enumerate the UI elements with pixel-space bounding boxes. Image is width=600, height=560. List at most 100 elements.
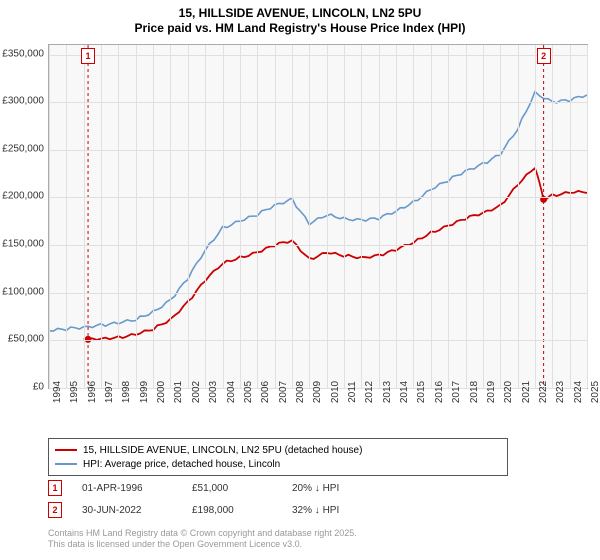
- gridline-vertical: [327, 45, 328, 388]
- y-axis-label: £350,000: [2, 48, 44, 59]
- y-axis-label: £0: [33, 382, 44, 393]
- x-axis-label: 2002: [191, 381, 202, 403]
- gridline-vertical: [292, 45, 293, 388]
- gridline-horizontal: [49, 245, 587, 246]
- gridline-horizontal: [49, 197, 587, 198]
- gridline-horizontal: [49, 55, 587, 56]
- gridline-vertical: [118, 45, 119, 388]
- transaction-date: 30-JUN-2022: [82, 505, 172, 516]
- gridline-vertical: [275, 45, 276, 388]
- x-axis-label: 2006: [260, 381, 271, 403]
- gridline-vertical: [205, 45, 206, 388]
- transaction-pct: 32% ↓ HPI: [292, 505, 339, 516]
- chart-marker-1: 1: [81, 48, 95, 64]
- transaction-row: 2 30-JUN-2022 £198,000 32% ↓ HPI: [48, 502, 339, 518]
- x-axis-label: 2000: [156, 381, 167, 403]
- y-axis-label: £250,000: [2, 143, 44, 154]
- x-axis-label: 2001: [173, 381, 184, 403]
- x-axis-label: 2012: [364, 381, 375, 403]
- gridline-vertical: [431, 45, 432, 388]
- x-axis-label: 2021: [521, 381, 532, 403]
- title-line1: 15, HILLSIDE AVENUE, LINCOLN, LN2 5PU: [0, 6, 600, 21]
- x-axis-label: 2010: [330, 381, 341, 403]
- x-axis-label: 1995: [69, 381, 80, 403]
- transaction-date: 01-APR-1996: [82, 483, 172, 494]
- x-axis-label: 1997: [104, 381, 115, 403]
- gridline-vertical: [309, 45, 310, 388]
- gridline-vertical: [188, 45, 189, 388]
- x-axis-label: 1999: [139, 381, 150, 403]
- footer-line2: This data is licensed under the Open Gov…: [48, 539, 357, 550]
- gridline-vertical: [101, 45, 102, 388]
- gridline-vertical: [587, 45, 588, 388]
- gridline-vertical: [379, 45, 380, 388]
- x-axis-label: 2017: [451, 381, 462, 403]
- gridline-vertical: [413, 45, 414, 388]
- x-axis-label: 2019: [486, 381, 497, 403]
- x-axis-label: 2003: [208, 381, 219, 403]
- gridline-vertical: [466, 45, 467, 388]
- gridline-horizontal: [49, 150, 587, 151]
- x-axis-label: 2015: [416, 381, 427, 403]
- x-axis-label: 2024: [573, 381, 584, 403]
- legend-swatch-hpi: [55, 463, 77, 465]
- gridline-vertical: [500, 45, 501, 388]
- gridline-vertical: [223, 45, 224, 388]
- gridline-vertical: [570, 45, 571, 388]
- gridline-vertical: [396, 45, 397, 388]
- x-axis-label: 2025: [590, 381, 600, 403]
- x-axis-label: 2007: [278, 381, 289, 403]
- gridline-horizontal: [49, 293, 587, 294]
- gridline-vertical: [344, 45, 345, 388]
- gridline-vertical: [483, 45, 484, 388]
- gridline-horizontal: [49, 340, 587, 341]
- chart-title: 15, HILLSIDE AVENUE, LINCOLN, LN2 5PU Pr…: [0, 0, 600, 36]
- x-axis-label: 2014: [399, 381, 410, 403]
- x-axis-label: 2023: [555, 381, 566, 403]
- y-axis-label: £150,000: [2, 239, 44, 250]
- transaction-pct: 20% ↓ HPI: [292, 483, 339, 494]
- legend-row-hpi: HPI: Average price, detached house, Linc…: [55, 457, 501, 471]
- footer-copyright: Contains HM Land Registry data © Crown c…: [48, 528, 357, 551]
- y-axis-label: £300,000: [2, 96, 44, 107]
- x-axis-label: 2018: [469, 381, 480, 403]
- gridline-vertical: [84, 45, 85, 388]
- y-axis-label: £100,000: [2, 286, 44, 297]
- footer-line1: Contains HM Land Registry data © Crown c…: [48, 528, 357, 539]
- legend-swatch-property: [55, 449, 77, 451]
- legend-row-property: 15, HILLSIDE AVENUE, LINCOLN, LN2 5PU (d…: [55, 443, 501, 457]
- x-axis-label: 2011: [347, 381, 358, 403]
- x-axis-label: 2008: [295, 381, 306, 403]
- legend-label-property: 15, HILLSIDE AVENUE, LINCOLN, LN2 5PU (d…: [83, 445, 362, 456]
- gridline-vertical: [448, 45, 449, 388]
- x-axis-label: 1994: [52, 381, 63, 403]
- x-axis-label: 2016: [434, 381, 445, 403]
- x-axis-label: 2009: [312, 381, 323, 403]
- gridline-vertical: [361, 45, 362, 388]
- transaction-price: £198,000: [192, 505, 272, 516]
- x-axis-label: 2004: [226, 381, 237, 403]
- gridline-vertical: [257, 45, 258, 388]
- x-axis-label: 1996: [87, 381, 98, 403]
- chart-marker-2: 2: [537, 48, 551, 64]
- gridline-vertical: [153, 45, 154, 388]
- transaction-marker: 2: [48, 502, 62, 518]
- transaction-price: £51,000: [192, 483, 272, 494]
- transaction-marker: 1: [48, 480, 62, 496]
- gridline-vertical: [552, 45, 553, 388]
- x-axis-label: 2020: [503, 381, 514, 403]
- transaction-row: 1 01-APR-1996 £51,000 20% ↓ HPI: [48, 480, 339, 496]
- title-line2: Price paid vs. HM Land Registry's House …: [0, 21, 600, 36]
- gridline-vertical: [136, 45, 137, 388]
- y-axis-label: £50,000: [8, 334, 44, 345]
- chart-plot-area: [48, 44, 588, 389]
- gridline-vertical: [518, 45, 519, 388]
- gridline-vertical: [170, 45, 171, 388]
- x-axis-label: 2022: [538, 381, 549, 403]
- legend: 15, HILLSIDE AVENUE, LINCOLN, LN2 5PU (d…: [48, 438, 508, 476]
- chart-svg: [49, 45, 587, 388]
- legend-label-hpi: HPI: Average price, detached house, Linc…: [83, 459, 280, 470]
- y-axis-label: £200,000: [2, 191, 44, 202]
- x-axis-label: 1998: [121, 381, 132, 403]
- gridline-vertical: [240, 45, 241, 388]
